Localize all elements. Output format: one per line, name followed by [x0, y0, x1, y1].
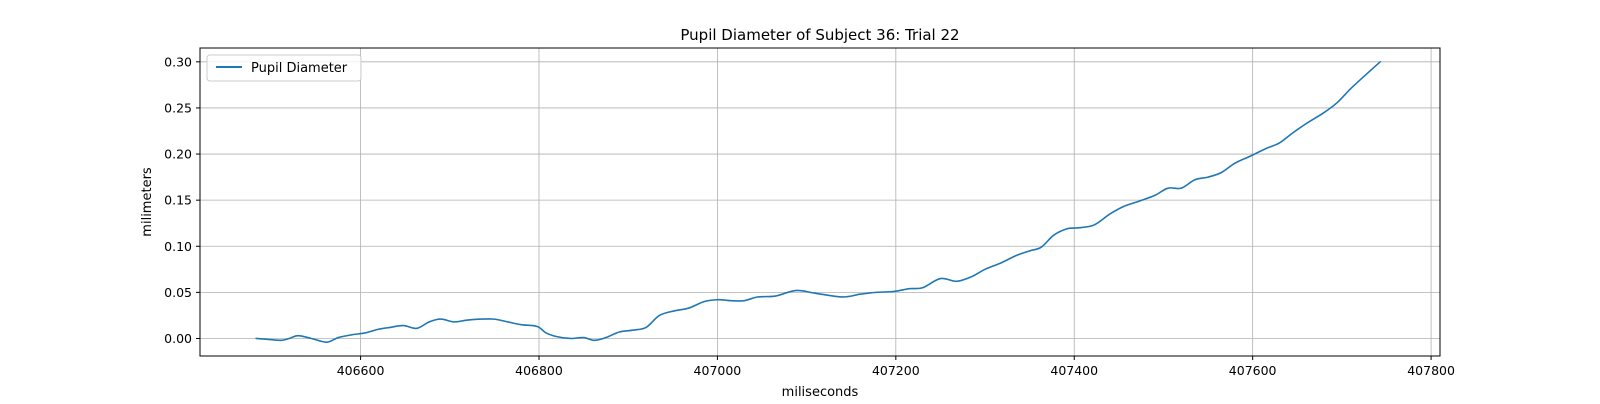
legend-entry-label: Pupil Diameter [251, 61, 348, 76]
x-tick-label: 407600 [1229, 363, 1277, 378]
y-tick-label: 0.00 [164, 331, 192, 346]
legend-box [206, 54, 362, 82]
x-tick-label: 407800 [1407, 363, 1455, 378]
series-line-pupil-diameter [255, 61, 1382, 343]
x-tick-label: 406800 [515, 363, 563, 378]
y-tick-label: 0.20 [164, 147, 192, 162]
chart-title: Pupil Diameter of Subject 36: Trial 22 [680, 26, 959, 44]
x-tick-label: 407200 [872, 363, 920, 378]
x-tick-label: 406600 [337, 363, 385, 378]
y-tick-label: 0.25 [164, 100, 192, 115]
x-axis: 406600 406800 407000 407200 407400 407600 4078… [337, 356, 1455, 378]
series-layer [255, 61, 1382, 343]
legend: Pupil Diameter [206, 54, 362, 82]
x-axis-label: miliseconds [782, 385, 859, 400]
y-tick-label: 0.05 [164, 285, 192, 300]
grid-layer [200, 48, 1440, 356]
y-axis-label: milimeters [140, 167, 155, 237]
y-axis: 0.00 0.05 0.10 0.15 0.20 0.25 0.30 [164, 54, 200, 346]
y-tick-label: 0.10 [164, 239, 192, 254]
plot-frame [199, 47, 1441, 357]
x-tick-label: 407000 [694, 363, 742, 378]
x-tick-label: 407400 [1050, 363, 1098, 378]
y-tick-label: 0.15 [164, 193, 192, 208]
y-tick-label: 0.30 [164, 54, 192, 69]
